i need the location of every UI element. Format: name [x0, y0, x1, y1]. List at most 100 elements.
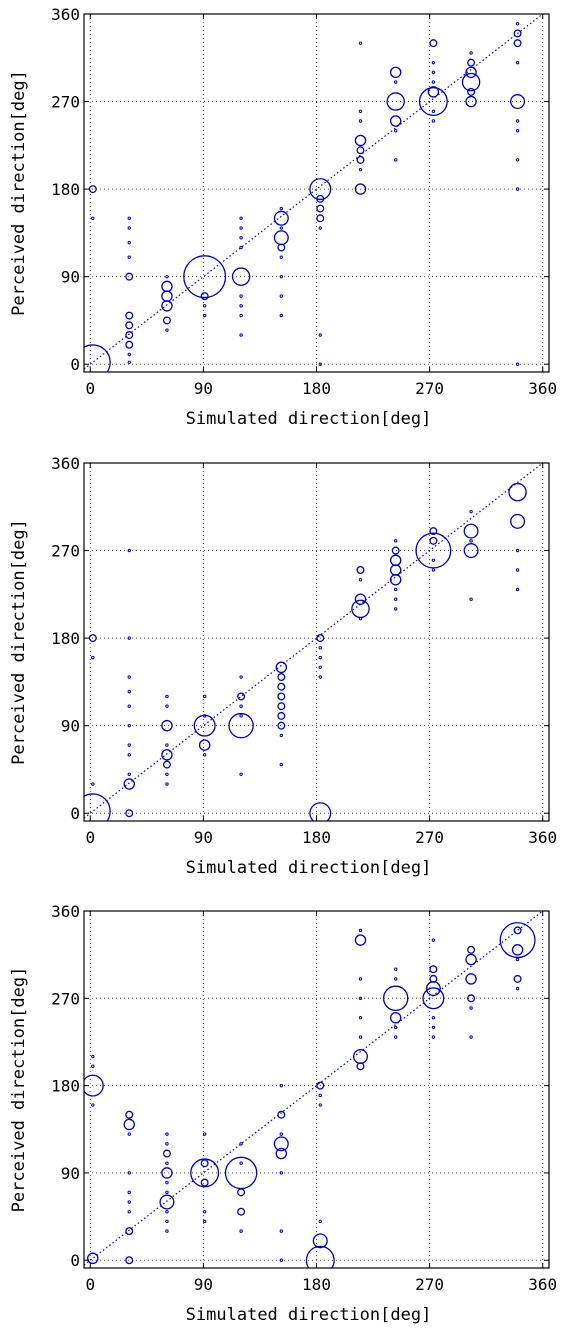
data-point: [318, 665, 322, 669]
data-point: [165, 1210, 169, 1214]
data-point: [515, 187, 520, 191]
data-point: [91, 216, 95, 220]
data-point: [162, 1149, 171, 1158]
data-point: [358, 616, 363, 621]
data-point: [279, 733, 284, 738]
x-tick-label: 360: [528, 828, 557, 847]
data-point: [161, 749, 173, 761]
data-point: [239, 704, 243, 708]
data-point: [465, 973, 477, 985]
data-point: [165, 1219, 169, 1224]
data-point: [431, 558, 436, 562]
data-point: [127, 1200, 131, 1204]
data-point: [183, 255, 227, 299]
data-point: [127, 704, 131, 708]
data-point: [354, 593, 367, 605]
chart-panel-2: 0 90 180 270 360 0 90 180 270 360 Simulated direct…: [9, 454, 557, 878]
data-point: [127, 1210, 131, 1214]
data-point: [354, 934, 367, 946]
x-tick-label: 270: [415, 379, 444, 398]
data-point: [279, 1083, 284, 1088]
x-tick-label: 360: [528, 1275, 557, 1294]
data-point: [309, 802, 332, 821]
data-point: [318, 675, 322, 679]
data-point: [467, 87, 476, 96]
x-tick-label: 90: [194, 1275, 213, 1294]
data-point: [165, 782, 169, 786]
data-point: [161, 280, 173, 293]
y-axis-label: Perceived direction[deg]: [9, 519, 29, 765]
data-point: [275, 661, 288, 674]
data-point: [200, 1178, 209, 1187]
data-point: [422, 987, 445, 1010]
data-point: [273, 210, 289, 226]
data-point: [469, 539, 473, 543]
x-tick-label: 180: [302, 1275, 331, 1294]
data-point: [127, 1171, 131, 1175]
x-tick-label: 270: [415, 1275, 444, 1294]
data-point: [165, 1132, 169, 1136]
data-point: [393, 967, 398, 971]
data-point: [431, 70, 436, 75]
y-axis-label: Perceived direction[deg]: [9, 967, 29, 1213]
data-point: [393, 977, 398, 981]
data-point: [165, 1161, 169, 1165]
data-point: [393, 587, 398, 592]
data-point: [87, 1252, 99, 1265]
x-tick-label: 270: [415, 828, 444, 847]
data-point: [508, 482, 527, 502]
data-point: [202, 313, 207, 318]
data-point: [425, 981, 441, 997]
data-point: [165, 743, 169, 747]
data-point: [358, 928, 363, 933]
data-point: [123, 1118, 135, 1131]
data-point: [279, 313, 284, 318]
data-point: [515, 22, 520, 26]
x-tick-label: 180: [302, 828, 331, 847]
y-axis-label: Perceived direction[deg]: [9, 70, 29, 316]
data-point: [279, 255, 284, 259]
data-point: [161, 300, 173, 312]
y-tick-label: 270: [51, 989, 80, 1008]
data-point: [312, 1233, 328, 1249]
data-point: [393, 607, 398, 611]
data-point: [354, 183, 367, 195]
data-point: [239, 714, 243, 718]
data-point: [393, 597, 398, 601]
data-point: [318, 646, 322, 650]
data-point: [91, 655, 95, 660]
data-point: [277, 692, 286, 701]
data-point: [429, 39, 438, 48]
data-point: [125, 1256, 134, 1265]
data-point: [358, 109, 363, 113]
data-point: [510, 513, 526, 529]
data-point: [125, 1110, 134, 1119]
data-point: [393, 80, 398, 84]
data-point: [431, 1025, 436, 1030]
data-point: [237, 1188, 246, 1197]
data-point: [309, 178, 332, 201]
y-tick-label: 90: [61, 717, 80, 736]
data-point: [277, 243, 286, 252]
data-point: [461, 72, 481, 92]
data-point: [386, 92, 405, 111]
y-tick-label: 180: [51, 1077, 80, 1096]
data-point: [127, 689, 131, 694]
plot-area: [84, 463, 544, 821]
data-point: [382, 985, 409, 1012]
data-point: [515, 60, 520, 65]
data-point: [431, 938, 436, 942]
data-point: [515, 158, 520, 162]
y-tick-label: 90: [61, 268, 80, 287]
y-tick-label: 0: [70, 355, 80, 374]
data-point: [161, 1167, 173, 1179]
data-point: [305, 1245, 335, 1268]
data-point: [161, 719, 173, 732]
data-point: [127, 240, 131, 245]
y-tick-label: 180: [51, 180, 80, 199]
data-point: [393, 1025, 398, 1030]
data-point: [316, 194, 325, 203]
data-point: [162, 316, 171, 325]
data-point: [318, 1219, 322, 1224]
data-point: [513, 39, 522, 48]
